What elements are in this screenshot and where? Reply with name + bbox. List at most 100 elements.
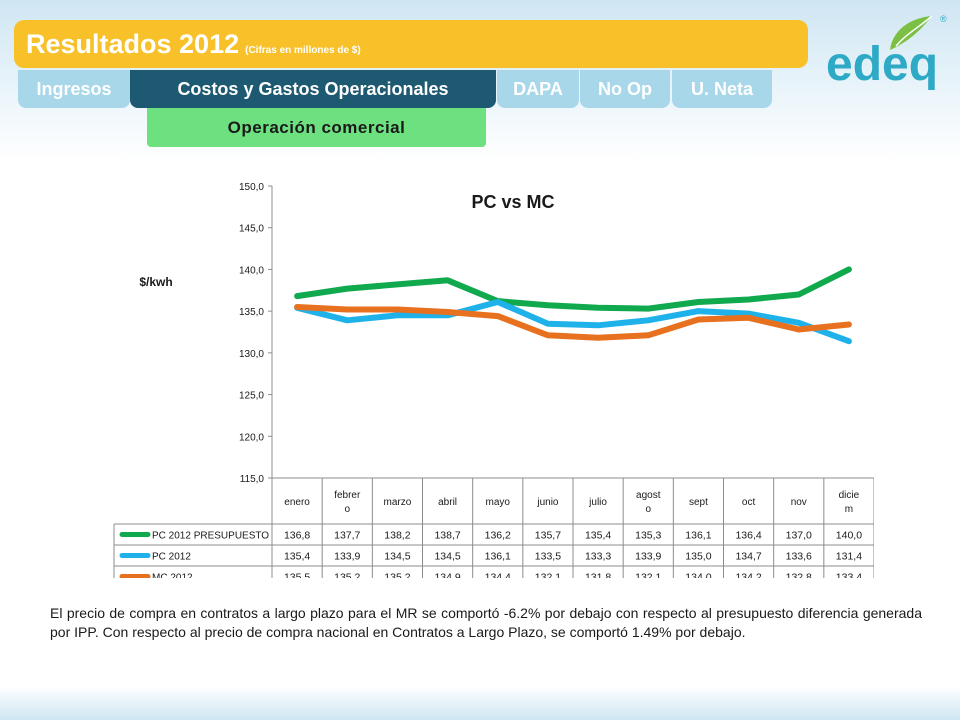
data-point [295, 305, 299, 309]
data-label: 134,7 [735, 551, 761, 563]
data-label: 134,0 [685, 572, 711, 579]
data-label: 133,6 [786, 551, 812, 563]
series-lines [294, 266, 852, 345]
data-point [797, 321, 801, 325]
edeq-logo: edeq ® [826, 14, 947, 91]
legend-entry: PC 2012 [152, 552, 191, 563]
series-line-1 [294, 299, 852, 345]
data-label: 133,3 [585, 551, 611, 563]
data-point [797, 327, 801, 331]
data-label: 136,2 [485, 530, 511, 542]
data-label: 132,1 [635, 572, 661, 579]
data-point [546, 333, 550, 337]
series-line-0 [294, 266, 852, 312]
x-tick-label: febrer [334, 490, 361, 501]
y-axis: 115,0 120,0 125,0 130,0 135,0 140,0 145,0 150,0 [239, 182, 273, 485]
data-label: 136,1 [685, 530, 711, 542]
data-point [847, 322, 851, 326]
data-label: 134,5 [434, 551, 460, 563]
leaf-vein [895, 15, 933, 47]
tab-no-op[interactable]: No Op [580, 70, 670, 108]
data-label: 133,9 [334, 551, 360, 563]
data-label: 134,2 [735, 572, 761, 579]
data-point [696, 300, 700, 304]
data-point [747, 316, 751, 320]
y-axis-label: $/kwh [139, 275, 172, 289]
data-point [797, 292, 801, 296]
data-label: 131,4 [836, 551, 862, 563]
data-point [395, 282, 399, 286]
data-point [847, 339, 851, 343]
x-tick-label: agost [636, 490, 661, 501]
legend-entry: PC 2012 PRESUPUESTO [152, 531, 269, 542]
analysis-note: El precio de compra en contratos a largo… [50, 605, 922, 640]
y-tick-label: 135,0 [239, 307, 264, 318]
y-tick-label: 140,0 [239, 265, 264, 276]
data-point [446, 278, 450, 282]
y-tick-label: 115,0 [240, 474, 265, 485]
data-label: 132,8 [786, 572, 812, 579]
data-point [747, 297, 751, 301]
data-point [345, 287, 349, 291]
data-label: 131,8 [585, 572, 611, 579]
data-point [446, 310, 450, 314]
page-title: Resultados 2012 [26, 28, 240, 59]
data-label: 133,5 [535, 551, 561, 563]
data-label: 136,4 [735, 530, 761, 542]
data-point [345, 318, 349, 322]
tab-u-neta[interactable]: U. Neta [672, 70, 772, 108]
page-subtitle: (Cifras en millones de $) [245, 44, 361, 56]
x-tick-label: mayo [486, 497, 511, 508]
data-table: enero febrer o marzo abril mayo junio julio agos… [113, 477, 875, 588]
x-tick-label: nov [791, 497, 807, 508]
data-label: 136,1 [485, 551, 511, 563]
data-label: 133,9 [635, 551, 661, 563]
data-point [847, 267, 851, 271]
x-tick-label: m [845, 504, 853, 515]
data-label: 140,0 [836, 530, 862, 542]
data-point [395, 313, 399, 317]
x-tick-label: julio [588, 497, 607, 508]
x-tick-label: abril [438, 497, 457, 508]
data-label: 137,7 [334, 530, 360, 542]
tab-ingresos[interactable]: Ingresos [18, 70, 130, 108]
data-point [395, 307, 399, 311]
tab-dapa[interactable]: DAPA [497, 70, 579, 108]
data-point [696, 317, 700, 321]
data-label: 135,2 [334, 572, 360, 579]
x-tick-label: oct [742, 497, 756, 508]
y-tick-label: 125,0 [239, 391, 264, 402]
x-tick-label: enero [284, 497, 310, 508]
tab-costos-gastos[interactable]: Costos y Gastos Operacionales [130, 70, 496, 108]
data-label: 137,0 [786, 530, 812, 542]
y-tick-label: 120,0 [239, 432, 264, 443]
chart-container: 115,0 120,0 125,0 130,0 135,0 140,0 145,0 150,0… [108, 170, 875, 588]
series-line-2 [294, 304, 852, 341]
data-point [496, 314, 500, 318]
data-point [747, 312, 751, 316]
line-chart: 115,0 120,0 125,0 130,0 135,0 140,0 145,0 150,0… [113, 182, 875, 588]
x-tick-label: marzo [384, 497, 412, 508]
footer-background [0, 686, 960, 720]
data-point [696, 309, 700, 313]
title-bar: Resultados 2012 (Cifras en millones de $… [14, 20, 808, 68]
x-tick-label: o [344, 504, 350, 515]
data-point [596, 306, 600, 310]
data-label: 134,5 [384, 551, 410, 563]
x-tick-label: dicie [839, 490, 860, 501]
x-tick-label: o [645, 504, 651, 515]
data-label: 135,7 [535, 530, 561, 542]
data-point [345, 307, 349, 311]
logo-registered-mark: ® [940, 14, 947, 24]
data-label: 135,4 [284, 551, 310, 563]
data-point [546, 322, 550, 326]
x-tick-label: sept [689, 497, 708, 508]
data-point [546, 303, 550, 307]
data-point [596, 336, 600, 340]
data-label: 132,1 [535, 572, 561, 579]
data-point [646, 318, 650, 322]
data-point [295, 294, 299, 298]
data-label: 135,5 [284, 572, 310, 579]
subtab-operacion-comercial[interactable]: Operación comercial [147, 108, 486, 147]
data-label: 138,2 [384, 530, 410, 542]
